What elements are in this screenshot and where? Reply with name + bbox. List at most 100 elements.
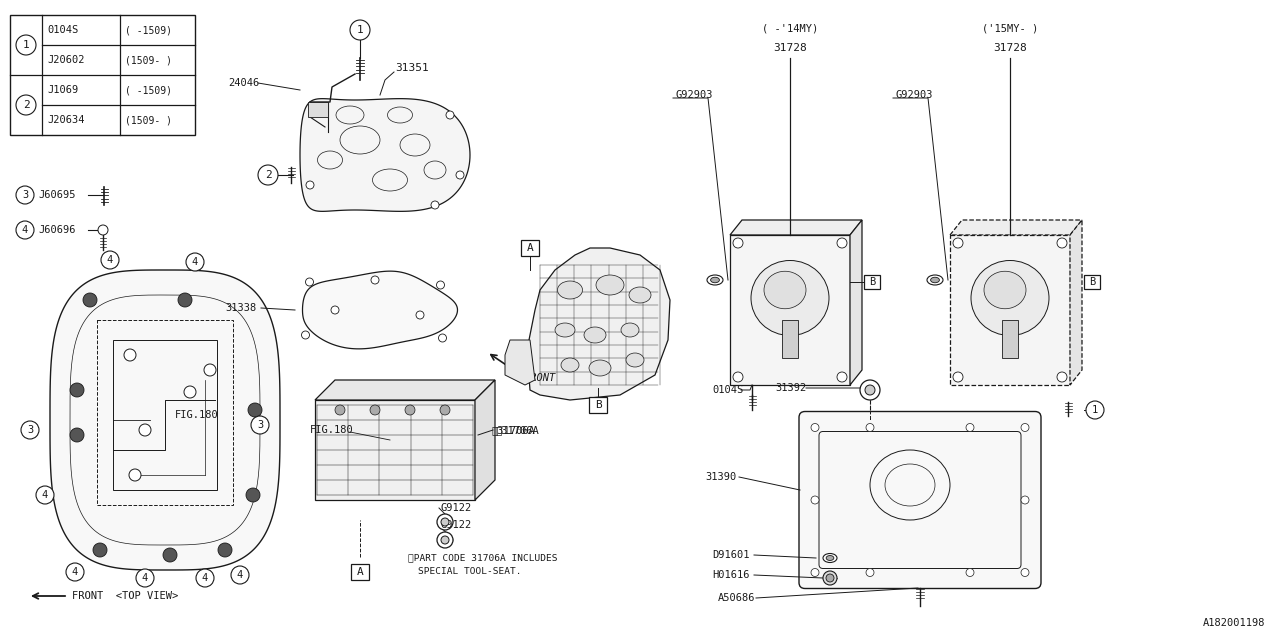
- Circle shape: [436, 532, 453, 548]
- Circle shape: [246, 488, 260, 502]
- Text: ※31706A: ※31706A: [495, 425, 539, 435]
- Circle shape: [370, 405, 380, 415]
- Circle shape: [17, 186, 35, 204]
- Circle shape: [70, 428, 84, 442]
- Circle shape: [99, 225, 108, 235]
- Polygon shape: [1070, 220, 1082, 385]
- Ellipse shape: [927, 275, 943, 285]
- Text: 31338: 31338: [225, 303, 256, 313]
- Circle shape: [129, 469, 141, 481]
- Text: 4: 4: [72, 567, 78, 577]
- Bar: [730, 235, 850, 385]
- Text: 4: 4: [42, 490, 49, 500]
- Bar: [113, 340, 218, 490]
- Circle shape: [184, 386, 196, 398]
- Polygon shape: [475, 380, 495, 500]
- Circle shape: [20, 421, 38, 439]
- Ellipse shape: [972, 260, 1050, 335]
- Circle shape: [70, 383, 84, 397]
- Polygon shape: [300, 99, 470, 211]
- FancyBboxPatch shape: [799, 412, 1041, 589]
- Ellipse shape: [584, 327, 605, 343]
- Text: 0104S: 0104S: [712, 385, 744, 395]
- Ellipse shape: [556, 323, 575, 337]
- Ellipse shape: [596, 275, 625, 295]
- Text: A: A: [357, 567, 364, 577]
- Circle shape: [837, 238, 847, 248]
- Text: 31392: 31392: [774, 383, 806, 393]
- Bar: [521, 240, 539, 256]
- Ellipse shape: [751, 260, 829, 335]
- Circle shape: [93, 543, 108, 557]
- Circle shape: [442, 518, 449, 526]
- Text: (1509- ): (1509- ): [125, 115, 172, 125]
- Bar: [315, 400, 475, 500]
- Text: ※PART CODE 31706A INCLUDES: ※PART CODE 31706A INCLUDES: [408, 554, 558, 563]
- Circle shape: [335, 405, 346, 415]
- Polygon shape: [850, 220, 861, 385]
- Circle shape: [1057, 372, 1068, 382]
- Text: 1: 1: [357, 25, 364, 35]
- Ellipse shape: [984, 271, 1027, 308]
- Circle shape: [186, 253, 204, 271]
- Circle shape: [248, 403, 262, 417]
- Circle shape: [83, 293, 97, 307]
- Text: 1: 1: [1092, 405, 1098, 415]
- Text: G9122: G9122: [440, 503, 471, 513]
- Bar: [1002, 320, 1018, 358]
- Circle shape: [136, 569, 154, 587]
- Circle shape: [966, 568, 974, 577]
- Circle shape: [812, 496, 819, 504]
- Bar: [308, 102, 328, 117]
- Circle shape: [67, 563, 84, 581]
- Ellipse shape: [764, 271, 806, 308]
- Bar: [1084, 275, 1100, 289]
- Text: ( -'14MY): ( -'14MY): [762, 23, 818, 33]
- Circle shape: [431, 201, 439, 209]
- Ellipse shape: [826, 556, 833, 561]
- Bar: [10, 15, 195, 135]
- Circle shape: [445, 111, 454, 119]
- Bar: [864, 275, 881, 289]
- Ellipse shape: [823, 554, 837, 563]
- Text: ( -1509): ( -1509): [125, 25, 172, 35]
- Circle shape: [178, 293, 192, 307]
- Circle shape: [867, 424, 874, 431]
- Text: 31390: 31390: [705, 472, 736, 482]
- Text: G92903: G92903: [675, 90, 713, 100]
- Circle shape: [439, 334, 447, 342]
- Circle shape: [733, 372, 742, 382]
- Circle shape: [1021, 568, 1029, 577]
- Circle shape: [218, 543, 232, 557]
- Ellipse shape: [628, 287, 652, 303]
- Circle shape: [954, 238, 963, 248]
- Text: (1509- ): (1509- ): [125, 55, 172, 65]
- Ellipse shape: [561, 358, 579, 372]
- Text: FRONT: FRONT: [525, 373, 557, 383]
- Text: 31728: 31728: [993, 43, 1027, 53]
- Circle shape: [416, 311, 424, 319]
- Circle shape: [442, 536, 449, 544]
- Polygon shape: [950, 220, 1082, 235]
- Circle shape: [954, 372, 963, 382]
- Text: 4: 4: [192, 257, 198, 267]
- Circle shape: [196, 569, 214, 587]
- Text: B: B: [595, 400, 602, 410]
- Ellipse shape: [626, 353, 644, 367]
- Circle shape: [966, 424, 974, 431]
- Polygon shape: [506, 340, 535, 385]
- Text: G9122: G9122: [440, 520, 471, 530]
- Text: B: B: [869, 277, 876, 287]
- Circle shape: [436, 281, 444, 289]
- Text: 31728: 31728: [773, 43, 806, 53]
- Ellipse shape: [710, 277, 719, 283]
- Circle shape: [865, 385, 876, 395]
- Polygon shape: [527, 248, 669, 400]
- Circle shape: [440, 405, 451, 415]
- Text: SPECIAL TOOL-SEAT.: SPECIAL TOOL-SEAT.: [419, 568, 521, 577]
- Circle shape: [306, 278, 314, 286]
- Circle shape: [124, 349, 136, 361]
- Bar: [97, 320, 233, 505]
- Circle shape: [306, 181, 314, 189]
- Circle shape: [733, 238, 742, 248]
